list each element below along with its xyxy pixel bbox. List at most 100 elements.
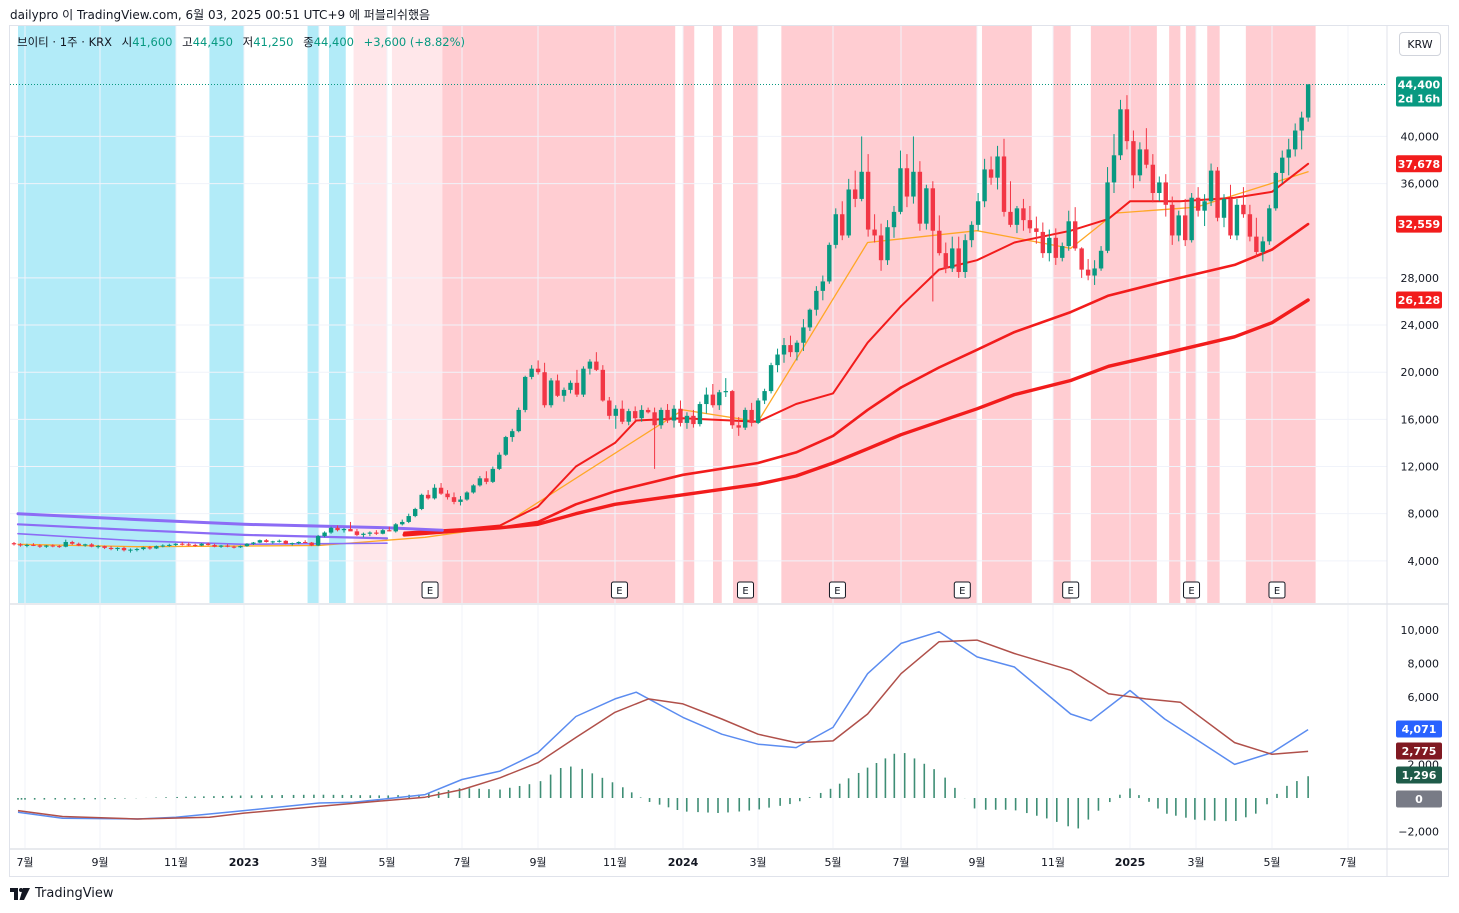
candle-body	[710, 394, 716, 406]
candle-body	[632, 411, 638, 419]
chart-frame	[9, 25, 1449, 877]
ma-value-tag-box	[1396, 155, 1442, 173]
candle-body	[147, 547, 153, 549]
candle-body	[173, 543, 178, 545]
macd-value-tag-label: 4,071	[1402, 723, 1437, 736]
candle-body	[1144, 149, 1149, 165]
background-zone-cyan	[329, 26, 346, 603]
candle-body	[341, 529, 347, 531]
candle-body	[205, 543, 211, 545]
candle-body	[82, 544, 88, 546]
macd-value-tag-label: 2,775	[1402, 745, 1437, 758]
candle-body	[251, 542, 256, 544]
ma-value-tag-box	[1396, 291, 1442, 309]
time-tick-label: 7월	[453, 856, 470, 869]
candle-body	[425, 494, 431, 499]
candle-body	[1085, 269, 1091, 276]
candle-body	[1280, 157, 1285, 173]
candle-body	[1228, 198, 1233, 236]
moving-average-line	[16, 512, 444, 532]
candle-body	[167, 544, 172, 546]
candle-body	[1118, 109, 1123, 156]
candle-body	[762, 391, 767, 401]
candle-body	[451, 497, 457, 502]
candle-body	[620, 408, 625, 422]
macd-value-tag-box	[1396, 766, 1442, 784]
candle-body	[684, 415, 690, 423]
candle-body	[937, 230, 942, 254]
background-zone-red	[1169, 26, 1181, 603]
candle-body	[1014, 208, 1020, 225]
candle-body	[192, 544, 198, 546]
background-zone-cyan	[307, 26, 319, 603]
candle-body	[63, 541, 68, 547]
candle-body	[1215, 170, 1220, 218]
currency-button[interactable]: KRW	[1399, 32, 1441, 56]
candle-body	[542, 372, 547, 406]
low-label: 저	[242, 35, 254, 49]
candle-body	[1241, 204, 1246, 215]
background-zone-red	[781, 26, 977, 603]
candle-body	[561, 389, 567, 396]
candle-body	[296, 541, 301, 544]
candle-body	[995, 156, 1000, 178]
macd-line	[17, 639, 1309, 820]
time-tick-label: 2023	[229, 856, 260, 869]
price-tick-label: 12,000	[1401, 461, 1440, 474]
candle-body	[904, 168, 910, 197]
candles	[10, 83, 1387, 553]
candle-body	[1021, 208, 1026, 221]
time-tick-label: 2025	[1115, 856, 1146, 869]
time-tick-label: 11월	[603, 856, 627, 869]
time-tick-label: 5월	[1263, 856, 1280, 869]
candle-body	[755, 400, 761, 423]
time-tick-label: 7월	[892, 856, 909, 869]
earnings-marker-label: E	[959, 586, 965, 597]
price-tick-label: 4,000	[1408, 555, 1440, 568]
earnings-marker-label: E	[427, 586, 433, 597]
candle-body	[742, 409, 748, 428]
ma-value-tag-label: 32,559	[1398, 218, 1440, 231]
candle-body	[1254, 236, 1259, 252]
candle-body	[535, 368, 541, 373]
candle-body	[374, 532, 379, 534]
candle-body	[885, 227, 890, 261]
earnings-marker-label: E	[834, 586, 840, 597]
macd-tick-label: 6,000	[1408, 691, 1440, 704]
earnings-marker-label: E	[616, 586, 622, 597]
candle-body	[1208, 170, 1214, 202]
candle-body	[302, 541, 308, 543]
open-value: 41,600	[132, 35, 173, 49]
candle-body	[1221, 198, 1227, 218]
candle-body	[380, 530, 386, 534]
candle-body	[154, 546, 159, 549]
earnings-marker-box	[737, 581, 754, 599]
candle-body	[852, 189, 858, 199]
macd-value-tag-box	[1396, 720, 1442, 738]
candle-body	[1008, 211, 1013, 225]
candle-body	[1163, 182, 1168, 205]
candle-body	[128, 549, 133, 551]
time-tick-label: 9월	[91, 856, 108, 869]
background-zone-red	[733, 26, 758, 603]
candle-body	[1047, 237, 1052, 254]
candle-body	[76, 543, 81, 546]
candle-body	[859, 171, 864, 199]
time-tick-label: 9월	[529, 856, 546, 869]
tradingview-brand[interactable]: TradingView	[10, 886, 114, 901]
earnings-marker-box	[953, 581, 971, 599]
candle-body	[671, 408, 677, 421]
time-tick-label: 9월	[968, 856, 985, 869]
candle-body	[1202, 201, 1207, 211]
candle-body	[31, 544, 36, 546]
candle-body	[464, 492, 470, 500]
candle-body	[361, 533, 366, 535]
moving-average-line	[403, 162, 1310, 534]
candle-body	[1273, 172, 1278, 209]
background-zones	[18, 26, 1316, 603]
background-zone-cyan	[18, 26, 176, 603]
background-zone-red	[713, 26, 722, 603]
price-tick-label: 36,000	[1401, 178, 1440, 191]
